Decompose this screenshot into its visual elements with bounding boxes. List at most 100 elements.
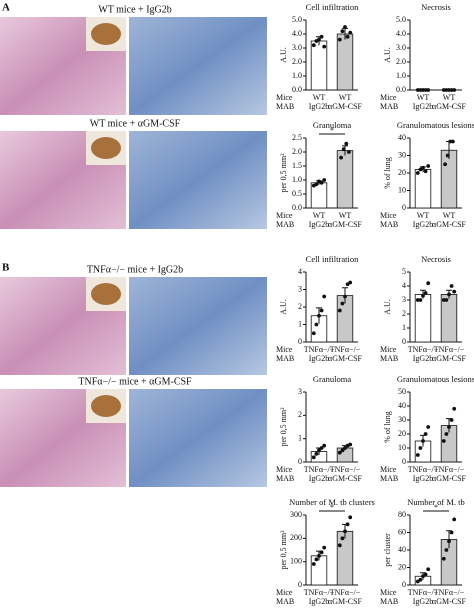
- data-point: [444, 88, 449, 92]
- y-tick-label: 200: [290, 533, 302, 542]
- x-tick-label: αGM-CSF: [328, 220, 363, 229]
- group-label: TNFα−/−: [330, 345, 361, 354]
- group-label: WT: [443, 93, 456, 102]
- x-tick-label: αGM-CSF: [432, 474, 467, 483]
- data-point: [340, 301, 345, 306]
- micrograph: [129, 17, 267, 115]
- row-label: MAB: [276, 102, 294, 111]
- data-point: [337, 37, 342, 42]
- group-label: WT: [313, 93, 326, 102]
- y-tick-label: 10: [398, 185, 406, 194]
- image-caption: WT mice + αGM-CSF: [90, 118, 181, 129]
- x-tick-label: αGM-CSF: [432, 354, 467, 363]
- data-point: [314, 322, 319, 327]
- data-point: [322, 44, 327, 49]
- data-point: [426, 164, 431, 168]
- row-label: Mice: [276, 465, 293, 474]
- row-label: Mice: [380, 345, 397, 354]
- data-point: [452, 517, 457, 522]
- data-point: [337, 543, 342, 548]
- data-point: [418, 88, 423, 92]
- group-label: WT: [313, 211, 326, 220]
- data-point: [319, 550, 324, 555]
- data-point: [426, 88, 431, 92]
- chart-title: Cell infiltration: [306, 254, 359, 264]
- row-label: MAB: [276, 354, 294, 363]
- bar: [414, 169, 432, 209]
- data-point: [421, 165, 425, 170]
- y-tick-label: 40: [398, 401, 406, 410]
- y-tick-label: 0: [402, 337, 406, 346]
- group-label: TNFα−/−: [304, 465, 335, 474]
- image-caption: TNFα−/− mice + αGM-CSF: [78, 376, 192, 387]
- panel-letter: B: [2, 262, 10, 274]
- micrograph: [129, 277, 267, 375]
- data-point: [319, 446, 324, 450]
- y-tick-label: 300: [290, 510, 302, 519]
- row-label: MAB: [380, 102, 398, 111]
- data-point: [443, 162, 447, 167]
- data-point: [348, 30, 353, 35]
- y-tick-label: 3: [298, 387, 302, 396]
- micrograph: [129, 389, 267, 487]
- y-tick-label: 0: [298, 457, 302, 466]
- y-tick-label: 2: [402, 309, 406, 318]
- y-tick-label: 0.0: [292, 85, 302, 94]
- data-point: [441, 88, 446, 92]
- y-tick-label: 40: [398, 545, 406, 554]
- data-point: [311, 331, 316, 336]
- x-tick-label: IgG2b: [309, 597, 329, 606]
- data-point: [415, 298, 420, 302]
- x-tick-label: IgG2b: [413, 597, 433, 606]
- group-label: TNFα−/−: [434, 465, 465, 474]
- data-point: [418, 577, 423, 582]
- group-label: TNFα−/−: [434, 588, 465, 597]
- data-point: [447, 88, 451, 92]
- x-tick-label: IgG2b: [413, 102, 433, 111]
- data-point: [449, 88, 454, 92]
- lung-photo: [91, 283, 121, 305]
- group-label: TNFα−/−: [304, 345, 335, 354]
- x-tick-label: αGM-CSF: [328, 354, 363, 363]
- data-point: [423, 572, 428, 577]
- y-tick-label: 3.0: [396, 43, 406, 52]
- data-point: [447, 425, 451, 429]
- data-point: [322, 545, 327, 550]
- y-tick-label: 5.0: [292, 15, 302, 24]
- data-point: [348, 442, 353, 447]
- x-tick-label: IgG2b: [309, 102, 329, 111]
- data-point: [345, 34, 350, 39]
- y-axis-label: % of lung: [383, 157, 392, 189]
- data-point: [317, 448, 321, 453]
- x-tick-label: αGM-CSF: [432, 220, 467, 229]
- y-tick-label: 40: [398, 133, 406, 142]
- data-point: [426, 425, 431, 429]
- data-point: [415, 88, 420, 92]
- data-point: [449, 284, 454, 288]
- y-tick-label: 10: [398, 443, 406, 452]
- data-point: [347, 150, 351, 154]
- row-label: MAB: [380, 354, 398, 363]
- y-tick-label: 0.5: [292, 189, 302, 198]
- row-label: MAB: [276, 597, 294, 606]
- y-tick-label: 50: [398, 387, 406, 396]
- group-label: WT: [339, 211, 352, 220]
- data-point: [445, 153, 450, 158]
- chart-title: Necrosis: [421, 254, 451, 264]
- chart-title: Granulomatous lesions: [397, 120, 474, 130]
- data-point: [444, 298, 449, 302]
- significance-label: *: [330, 126, 334, 135]
- data-point: [348, 280, 353, 285]
- data-point: [426, 567, 431, 572]
- row-label: Mice: [276, 588, 293, 597]
- y-tick-label: 30: [398, 150, 406, 159]
- y-tick-label: 3: [402, 295, 406, 304]
- data-point: [415, 453, 420, 457]
- bar: [336, 150, 354, 209]
- data-point: [452, 406, 457, 411]
- data-point: [343, 446, 347, 450]
- group-label: WT: [417, 211, 430, 220]
- x-tick-label: αGM-CSF: [328, 597, 363, 606]
- y-tick-label: 0: [402, 580, 406, 589]
- data-point: [444, 432, 449, 436]
